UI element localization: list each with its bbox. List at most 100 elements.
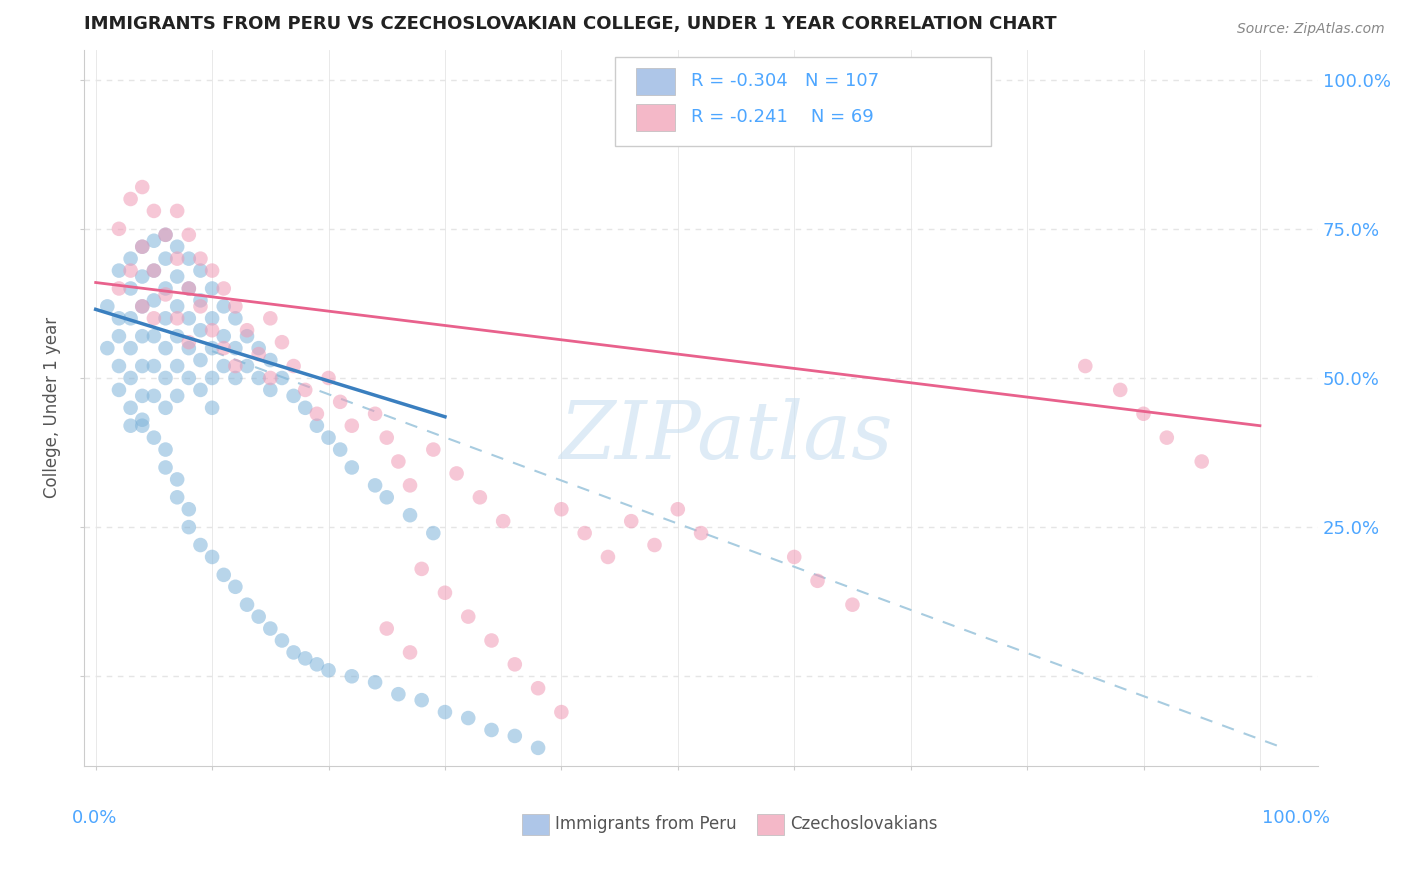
Point xyxy=(120,311,142,326)
Point xyxy=(387,454,409,468)
Point xyxy=(271,335,294,350)
Y-axis label: College, Under 1 year: College, Under 1 year xyxy=(44,318,60,499)
Point xyxy=(224,371,246,385)
Point xyxy=(212,341,235,355)
Point xyxy=(96,299,118,313)
Point xyxy=(574,526,596,541)
Point xyxy=(294,651,316,665)
Point xyxy=(142,203,165,218)
Point xyxy=(224,299,246,313)
Point xyxy=(247,341,270,355)
Point xyxy=(446,467,468,481)
Point xyxy=(236,323,259,337)
Point xyxy=(190,263,212,277)
Point xyxy=(201,401,224,415)
Point xyxy=(550,705,572,719)
Point xyxy=(527,740,550,755)
Point xyxy=(411,562,433,576)
Point xyxy=(305,418,328,433)
Point xyxy=(201,323,224,337)
Point xyxy=(166,299,188,313)
Point xyxy=(620,514,643,528)
Point xyxy=(783,549,806,564)
Point xyxy=(155,341,177,355)
Point xyxy=(527,681,550,696)
Point xyxy=(131,413,153,427)
Point xyxy=(1132,407,1154,421)
Point xyxy=(212,299,235,313)
Point xyxy=(283,359,305,373)
Point xyxy=(177,227,200,242)
Text: Czechoslovakians: Czechoslovakians xyxy=(790,815,938,833)
Point xyxy=(1191,454,1213,468)
Text: IMMIGRANTS FROM PERU VS CZECHOSLOVAKIAN COLLEGE, UNDER 1 YEAR CORRELATION CHART: IMMIGRANTS FROM PERU VS CZECHOSLOVAKIAN … xyxy=(84,15,1057,33)
Point xyxy=(201,311,224,326)
Point xyxy=(340,418,363,433)
Point xyxy=(644,538,666,552)
Point xyxy=(190,353,212,368)
Point xyxy=(155,287,177,301)
Point xyxy=(108,222,131,236)
Point xyxy=(166,269,188,284)
Point xyxy=(142,359,165,373)
Point xyxy=(201,341,224,355)
Point xyxy=(177,281,200,295)
Point xyxy=(108,329,131,343)
FancyBboxPatch shape xyxy=(636,103,675,131)
Point xyxy=(364,675,387,690)
Point xyxy=(166,311,188,326)
Point xyxy=(806,574,828,588)
Point xyxy=(177,371,200,385)
Point xyxy=(1109,383,1132,397)
Point xyxy=(212,281,235,295)
Point xyxy=(503,657,526,672)
Point xyxy=(177,341,200,355)
FancyBboxPatch shape xyxy=(756,814,783,835)
Point xyxy=(131,418,153,433)
Point xyxy=(247,609,270,624)
Point xyxy=(433,586,456,600)
Point xyxy=(96,341,118,355)
Point xyxy=(305,407,328,421)
Point xyxy=(177,502,200,516)
Point xyxy=(120,263,142,277)
Point xyxy=(329,442,352,457)
Point xyxy=(190,299,212,313)
Point xyxy=(177,520,200,534)
Point xyxy=(399,478,422,492)
Point xyxy=(247,347,270,361)
Point xyxy=(503,729,526,743)
Point xyxy=(550,502,572,516)
Point xyxy=(120,401,142,415)
Point xyxy=(481,723,503,737)
Point xyxy=(120,192,142,206)
Point xyxy=(190,383,212,397)
Point xyxy=(155,371,177,385)
Point xyxy=(155,227,177,242)
Text: Source: ZipAtlas.com: Source: ZipAtlas.com xyxy=(1237,22,1385,37)
Point xyxy=(155,227,177,242)
Point xyxy=(375,491,398,505)
Text: 0.0%: 0.0% xyxy=(72,809,117,827)
Point xyxy=(177,252,200,266)
Point xyxy=(481,633,503,648)
Point xyxy=(131,269,153,284)
Point xyxy=(224,341,246,355)
Point xyxy=(283,645,305,659)
Point xyxy=(283,389,305,403)
Point xyxy=(411,693,433,707)
Text: Immigrants from Peru: Immigrants from Peru xyxy=(555,815,737,833)
Text: 100.0%: 100.0% xyxy=(1263,809,1330,827)
Point xyxy=(131,180,153,194)
Point xyxy=(190,538,212,552)
Point xyxy=(259,311,281,326)
Point xyxy=(166,359,188,373)
Text: R = -0.241    N = 69: R = -0.241 N = 69 xyxy=(692,108,875,126)
Point xyxy=(120,341,142,355)
Point xyxy=(492,514,515,528)
Text: R = -0.304   N = 107: R = -0.304 N = 107 xyxy=(692,72,879,90)
Point xyxy=(155,401,177,415)
FancyBboxPatch shape xyxy=(614,57,991,146)
Point xyxy=(142,431,165,445)
Point xyxy=(318,663,340,677)
